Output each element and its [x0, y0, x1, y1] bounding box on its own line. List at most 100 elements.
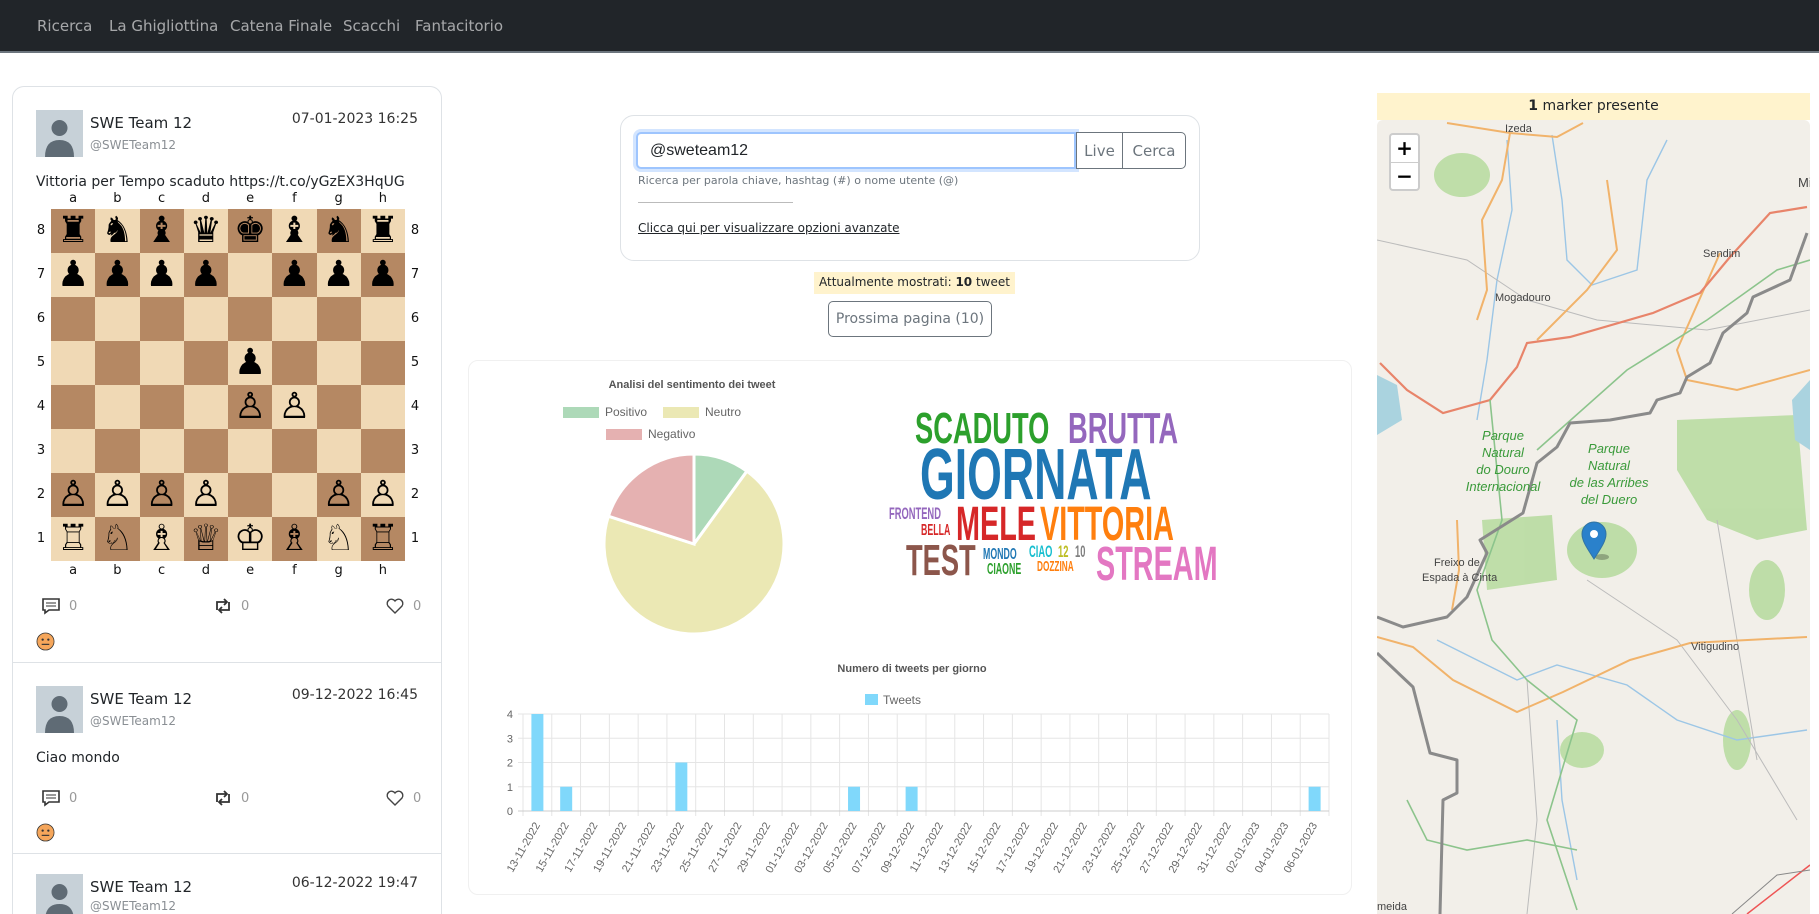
rank-label: 5	[410, 355, 420, 370]
marker-count-header: 1 marker presente	[1377, 93, 1810, 120]
square-d6	[183, 297, 228, 341]
nav-ricerca[interactable]: Ricerca	[37, 17, 93, 35]
map-label-park2-line3: de las Arribes	[1570, 475, 1649, 490]
square-f3	[272, 429, 317, 473]
zoom-in-button[interactable]: +	[1396, 136, 1413, 160]
file-label: c	[158, 191, 166, 206]
white-pawn-icon: ♙	[56, 474, 90, 515]
word-dozzina: DOZZINA	[1037, 558, 1074, 575]
square-a3	[51, 429, 96, 473]
square-f1: ♗	[272, 517, 317, 561]
map-marker-icon[interactable]	[1581, 521, 1609, 560]
black-pawn-icon: ♟	[233, 342, 267, 383]
pie-title: Analisi del sentimento dei tweet	[609, 379, 776, 391]
rank-label: 4	[36, 399, 46, 414]
black-bishop-icon: ♝	[145, 210, 178, 251]
search-button[interactable]: Cerca	[1122, 132, 1186, 169]
y-tick-label: 1	[507, 782, 513, 794]
map-label-park1-line3: do Douro	[1476, 462, 1529, 477]
tweet-author-name: SWE Team 12	[90, 878, 193, 896]
like-count: 0	[413, 598, 422, 614]
rank-label: 1	[36, 531, 46, 546]
comment-icon	[42, 598, 60, 615]
nav-fantacitorio[interactable]: Fantacitorio	[415, 17, 504, 35]
square-g8: ♞	[316, 209, 361, 253]
file-label: g	[334, 191, 343, 206]
square-a2: ♙	[51, 473, 96, 517]
tweet-card: SWE Team 12 @SWETeam12 06-12-2022 19:47	[13, 854, 441, 914]
file-label: e	[246, 191, 255, 206]
map-label-park1-line1: Parque	[1482, 428, 1524, 443]
legend-swatch-neutro	[663, 407, 699, 418]
map-label-park2-line4: del Duero	[1581, 492, 1637, 507]
square-h3	[360, 429, 405, 473]
advanced-options-link[interactable]: Clicca qui per visualizzare opzioni avan…	[638, 221, 900, 235]
file-label: g	[334, 563, 343, 578]
legend-swatch-tweets	[865, 694, 878, 705]
square-b6	[95, 297, 140, 341]
square-f8: ♝	[272, 209, 317, 253]
square-c2: ♙	[139, 473, 184, 517]
map[interactable]: Izeda Mi Sendim Mogadouro Freixo de Espa…	[1377, 120, 1810, 914]
square-a4	[51, 385, 96, 429]
rank-label: 8	[410, 223, 420, 238]
avatar	[36, 686, 83, 733]
rank-label: 3	[36, 443, 46, 458]
white-knight-icon: ♘	[322, 518, 355, 559]
tweet-card: SWE Team 12 @SWETeam12 09-12-2022 16:45 …	[13, 663, 441, 854]
y-tick-label: 0	[507, 806, 513, 818]
square-h8: ♜	[360, 209, 405, 253]
retweet-button[interactable]: 0	[213, 596, 249, 616]
square-b8: ♞	[95, 209, 140, 253]
bar-23-11-2022	[675, 762, 688, 811]
rank-label: 2	[36, 487, 46, 502]
next-page-button[interactable]: Prossima pagina (10)	[828, 301, 992, 337]
tweet-text: Vittoria per Tempo scaduto https://t.co/…	[36, 174, 405, 190]
word-frontend: FRONTEND	[889, 504, 941, 523]
map-tiles[interactable]: Izeda Mi Sendim Mogadouro Freixo de Espa…	[1377, 120, 1810, 914]
rank-label: 5	[36, 355, 46, 370]
live-button[interactable]: Live	[1076, 132, 1123, 169]
search-input[interactable]	[636, 132, 1076, 169]
marker-label: marker presente	[1538, 98, 1659, 114]
tweet-feed[interactable]: SWE Team 12 @SWETeam12 07-01-2023 16:25 …	[12, 86, 442, 914]
tweet-author-name: SWE Team 12	[90, 114, 193, 132]
like-button[interactable]: 0	[385, 596, 421, 616]
retweet-button[interactable]: 0	[213, 788, 249, 808]
rank-label: 7	[36, 267, 46, 282]
square-e2	[228, 473, 273, 517]
word-scaduto: SCADUTO	[915, 404, 1050, 453]
rank-label: 4	[410, 399, 420, 414]
file-label: a	[69, 563, 78, 578]
nav-scacchi[interactable]: Scacchi	[343, 17, 401, 35]
zoom-out-button[interactable]: −	[1391, 162, 1418, 189]
nav-la-ghigliottina[interactable]: La Ghigliottina	[109, 17, 219, 35]
word-mondo: MONDO	[983, 546, 1017, 563]
black-pawn-icon: ♟	[56, 254, 90, 295]
neutral-face-icon	[36, 823, 55, 842]
rank-label: 7	[410, 267, 420, 282]
square-e3	[228, 429, 273, 473]
black-pawn-icon: ♟	[278, 254, 311, 295]
square-h4	[360, 385, 405, 429]
y-tick-label: 4	[507, 709, 513, 721]
nav-catena-finale[interactable]: Catena Finale	[230, 17, 333, 35]
like-button[interactable]: 0	[385, 788, 421, 808]
black-pawn-icon: ♟	[145, 254, 178, 295]
square-d4	[183, 385, 228, 429]
map-label-park2-line1: Parque	[1588, 441, 1630, 456]
reply-button[interactable]: 0	[41, 788, 77, 808]
square-f7: ♟	[272, 253, 317, 297]
tweet-text: Ciao mondo	[36, 750, 120, 766]
map-label-vitigudino: Vitigudino	[1691, 641, 1739, 653]
white-pawn-icon: ♙	[101, 474, 134, 515]
map-label-mi: Mi	[1798, 175, 1810, 190]
black-rook-icon: ♜	[366, 210, 400, 251]
file-label: f	[292, 563, 297, 578]
square-f5	[272, 341, 317, 385]
marker-count: 1	[1528, 98, 1539, 114]
black-queen-icon: ♛	[189, 210, 223, 251]
reply-button[interactable]: 0	[41, 596, 77, 616]
square-d3	[183, 429, 228, 473]
map-label-park2-line2: Natural	[1588, 458, 1631, 473]
